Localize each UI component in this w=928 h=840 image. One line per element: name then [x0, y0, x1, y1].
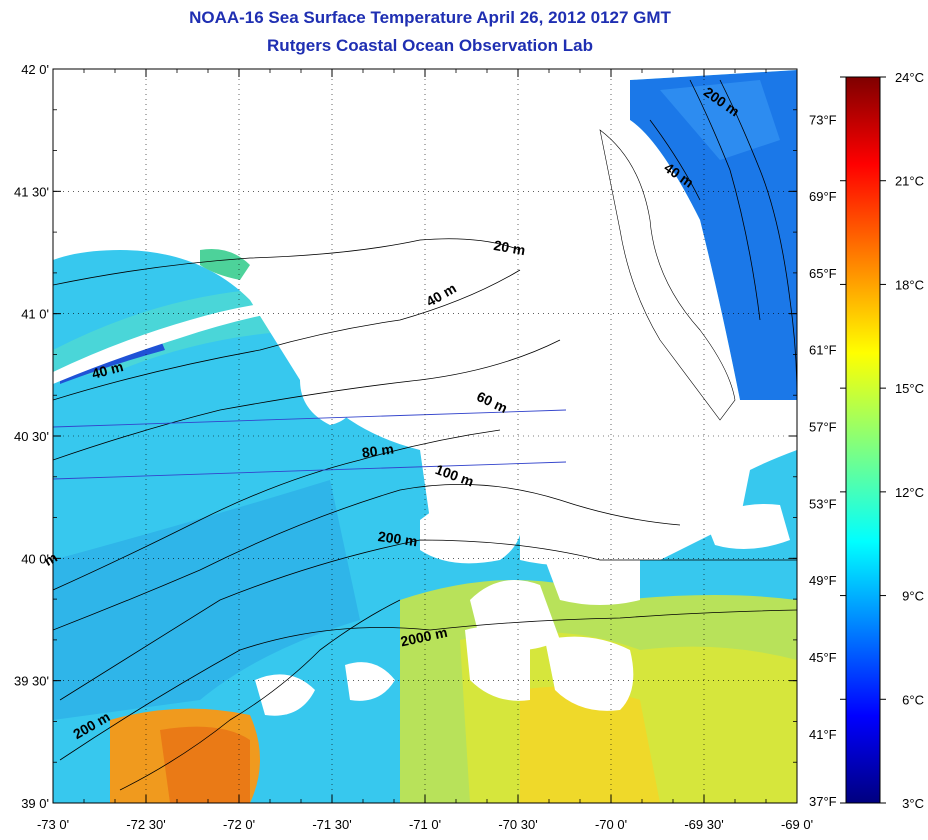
colorbar-tick-label: 24°C: [895, 70, 924, 85]
lon-tick-label: -69 30': [684, 817, 723, 832]
contour-label: 20 m: [492, 237, 526, 258]
scan-lines: [52, 409, 567, 480]
colorbar-tick-label: 12°C: [895, 485, 924, 500]
lat-tick-label: 42 0': [21, 62, 49, 77]
fahrenheit-axis: 73°F 69°F 65°F 61°F 57°F 53°F 49°F 45°F 41°F 37°F: [809, 112, 837, 809]
fahrenheit-tick-label: 57°F: [809, 420, 837, 435]
fahrenheit-tick-label: 53°F: [809, 496, 837, 511]
lon-tick-label: -69 0': [781, 817, 813, 832]
lat-tick-label: 39 30': [14, 674, 49, 689]
latitude-axis: 42 0' 41 30' 41 0' 40 30' 40 0' 39 30' 39 0': [14, 62, 49, 811]
lon-tick-label: -70 30': [498, 817, 537, 832]
lon-tick-label: -71 0': [409, 817, 441, 832]
lon-tick-label: -70 0': [595, 817, 627, 832]
grid: [53, 69, 797, 803]
colorbar-tick-label: 15°C: [895, 381, 924, 396]
chart-subtitle: Rutgers Coastal Ocean Observation Lab: [267, 36, 593, 55]
contour-label: 80 m: [361, 440, 395, 460]
lat-tick-label: 41 30': [14, 184, 49, 199]
fahrenheit-tick-label: 69°F: [809, 189, 837, 204]
fahrenheit-tick-label: 45°F: [809, 650, 837, 665]
colorbar: [845, 76, 881, 804]
lon-tick-label: -72 30': [126, 817, 165, 832]
fahrenheit-tick-label: 49°F: [809, 573, 837, 588]
fahrenheit-tick-label: 65°F: [809, 266, 837, 281]
lat-tick-label: 41 0': [21, 307, 49, 322]
colorbar-tick-label: 3°C: [902, 796, 924, 811]
colorbar-tick-label: 9°C: [902, 589, 924, 604]
fahrenheit-tick-label: 37°F: [809, 794, 837, 809]
chart-title: NOAA-16 Sea Surface Temperature April 26…: [189, 8, 671, 27]
lat-tick-label: 39 0': [21, 796, 49, 811]
axis-ticks: [52, 68, 798, 804]
depth-contours: [53, 79, 797, 791]
fahrenheit-tick-label: 61°F: [809, 343, 837, 358]
colorbar-tick-label: 18°C: [895, 277, 924, 292]
colorbar-tick-label: 6°C: [902, 692, 924, 707]
contour-label: 40 m: [90, 358, 125, 382]
lat-tick-label: 40 0': [21, 551, 49, 566]
longitude-axis: -73 0' -72 30' -72 0' -71 30' -71 0' -70 30' -…: [37, 817, 813, 832]
fahrenheit-tick-label: 41°F: [809, 727, 837, 742]
lon-tick-label: -71 30': [312, 817, 351, 832]
contour-label: 200 m: [377, 528, 419, 549]
lat-tick-label: 40 30': [14, 429, 49, 444]
colorbar-labels: 24°C 21°C 18°C 15°C 12°C 9°C 6°C 3°C: [840, 70, 924, 811]
fahrenheit-tick-label: 73°F: [809, 112, 837, 127]
lon-tick-label: -73 0': [37, 817, 69, 832]
colorbar-tick-label: 21°C: [895, 174, 924, 189]
lon-tick-label: -72 0': [223, 817, 255, 832]
